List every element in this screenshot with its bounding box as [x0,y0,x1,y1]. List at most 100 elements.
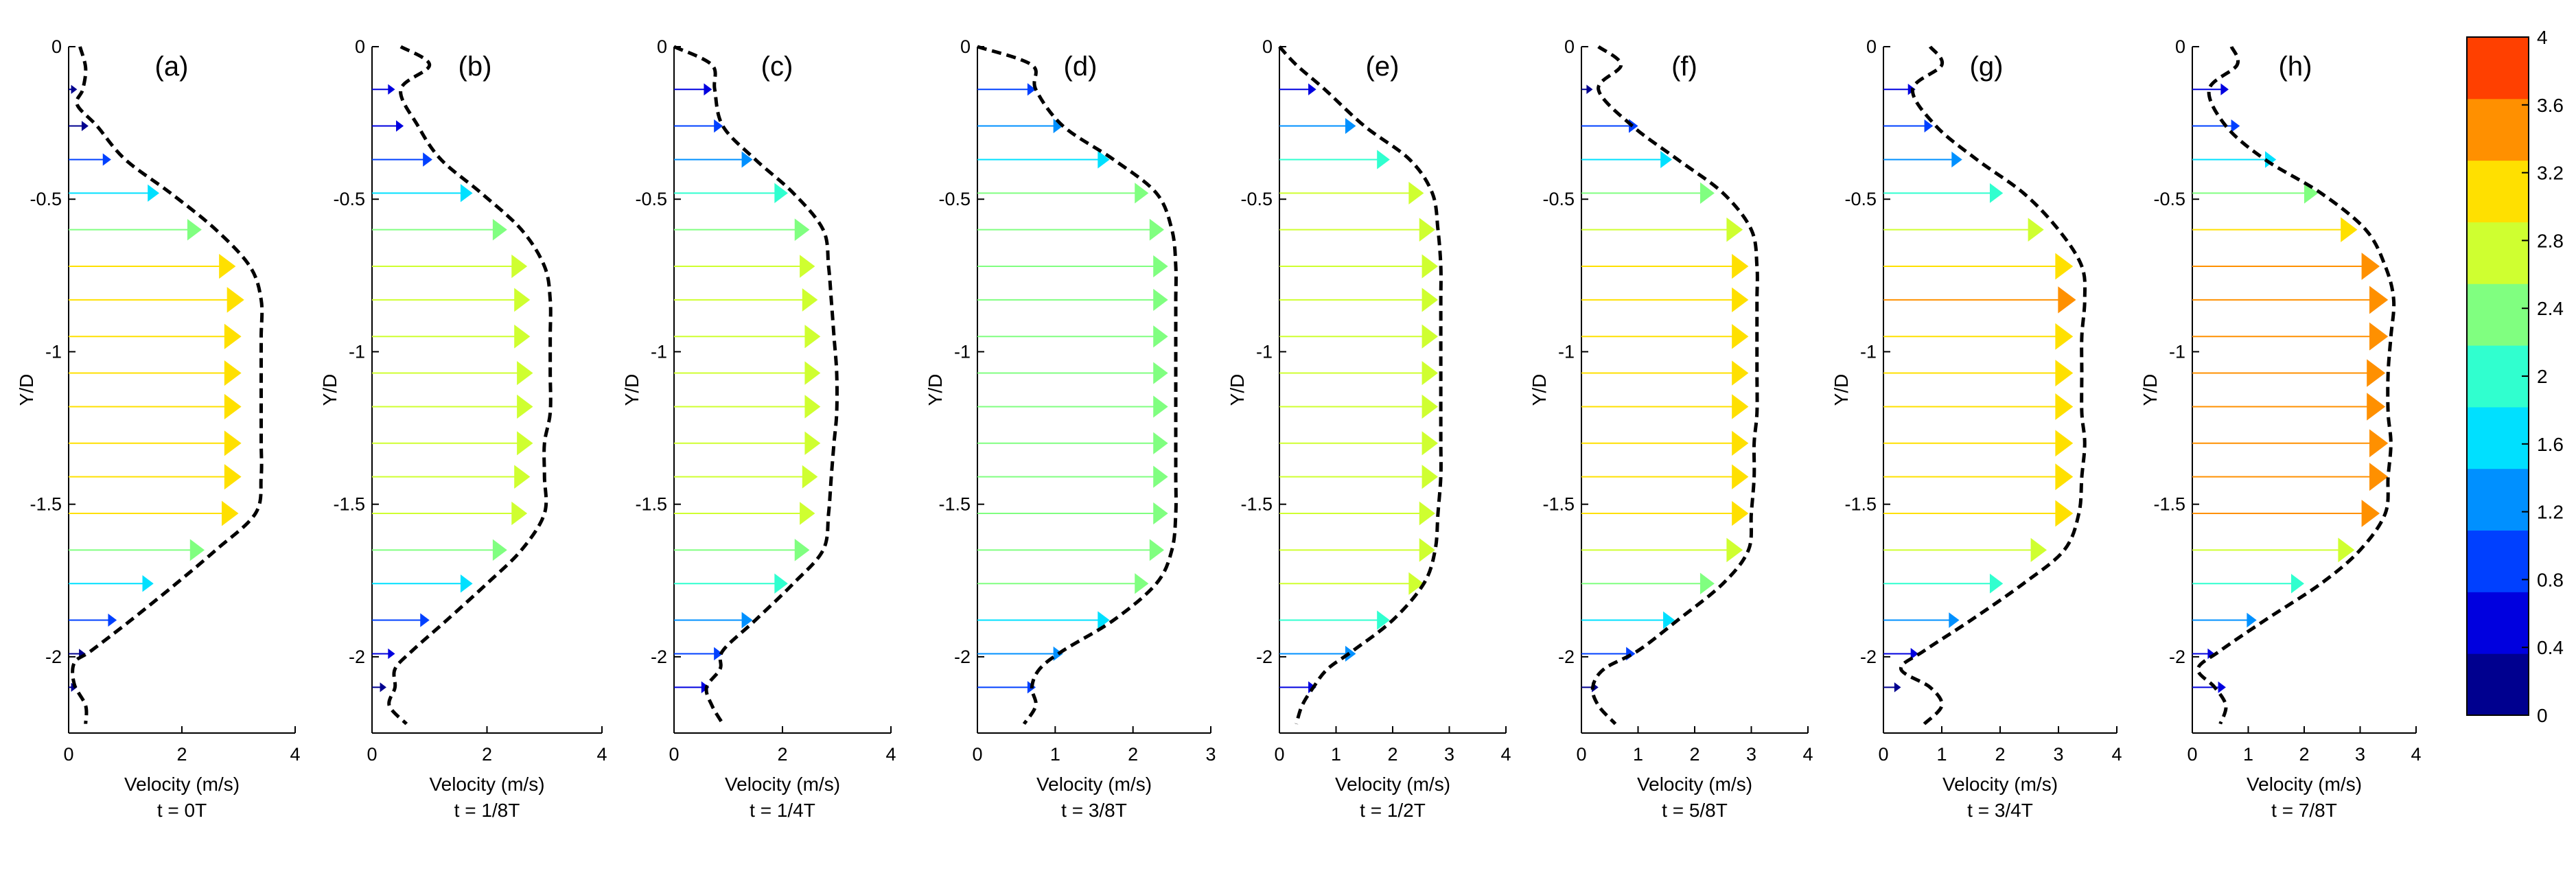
velocity-arrow-head [2304,183,2319,204]
velocity-arrow-head [1153,362,1168,384]
y-axis-label: Y/D [319,374,340,406]
velocity-arrow-head [1377,150,1390,170]
colorbar-tick-label: 1.2 [2537,502,2564,523]
velocity-arrow-head [187,218,202,241]
panels: 0 -0.5 -1 -1.5 -2 Y/D 0 2 4 Velocity (m/s) t = 0T (… [16,36,2422,821]
y-axis-label: Y/D [621,374,642,406]
velocity-arrow-head [2055,323,2074,350]
x-tick-label: 3 [2053,744,2063,765]
x-tick-label: 0 [669,744,679,765]
x-tick-label: 0 [2187,744,2197,765]
velocity-arrow-head [1699,572,1715,594]
velocity-arrow-head [492,218,507,241]
velocity-arrow-head [802,288,818,312]
velocity-arrow-head [222,500,239,526]
x-tick-label: 2 [1995,744,2005,765]
y-axis-label: Y/D [2139,374,2161,406]
x-tick-label: 2 [2299,744,2309,765]
velocity-arrow-head [227,287,244,313]
x-tick-label: 4 [1802,744,1813,765]
velocity-arrow-head [1732,287,1749,313]
velocity-arrow-head [2265,151,2277,168]
x-tick-label: 0 [1274,744,1284,765]
velocity-arrow-head [514,288,531,312]
time-label: t = 5/8T [1662,800,1728,821]
y-tick-label: -2 [349,647,365,667]
y-tick-label: 0 [2175,36,2185,57]
velocity-arrow-head [1422,465,1438,489]
y-tick-label: -1.5 [333,494,365,515]
x-tick-label: 1 [1050,744,1060,765]
velocity-arrow-head [2369,322,2389,351]
velocity-arrow-head [804,361,821,385]
y-tick-label: -0.5 [1240,189,1273,209]
y-tick-label: 0 [1866,36,1877,57]
velocity-arrow-head [108,614,117,627]
velocity-arrow-head [1732,430,1749,456]
velocity-arrow-head [774,573,788,594]
y-tick-label: -2 [2169,647,2185,667]
velocity-arrow-head [2361,500,2380,527]
colorbar-segment [2467,222,2529,284]
velocity-arrow-head [802,465,818,489]
y-axis-label: Y/D [925,374,946,406]
velocity-arrow-head [1924,119,1934,133]
y-tick-label: 0 [1564,36,1575,57]
y-tick-label: -2 [651,647,667,667]
velocity-arrow-head [1053,119,1063,134]
x-axis-label: Velocity (m/s) [1036,774,1152,795]
panel-label: (g) [1970,51,2004,82]
velocity-arrow-head [2338,537,2355,563]
y-axis-label: Y/D [1227,374,1248,406]
velocity-arrow-head [741,612,753,629]
y-tick-label: -0.5 [2153,189,2185,209]
velocity-arrow-head [1726,217,1743,242]
velocity-arrow-head [224,393,242,420]
velocity-arrow-head [2055,360,2074,386]
velocity-arrow-head [2369,463,2389,491]
y-tick-label: -1.5 [635,494,667,515]
velocity-arrow-head [1951,151,1962,168]
colorbar-segment [2467,37,2529,100]
y-tick-label: -0.5 [333,189,365,209]
velocity-arrow-head [219,253,236,279]
velocity-arrow-head [1135,183,1149,204]
y-tick-label: 0 [355,36,365,57]
velocity-arrow-head [1308,83,1316,95]
velocity-arrow-head [1345,645,1356,662]
velocity-arrow-head [1408,181,1424,205]
panel-label: (d) [1064,51,1098,82]
velocity-arrow-head [1660,150,1672,169]
time-label: t = 1/2T [1360,800,1426,821]
panel-label: (f) [1671,51,1697,82]
panel-label: (e) [1366,51,1400,82]
velocity-arrow-head [2367,393,2386,421]
colorbar-tick-label: 3.6 [2537,95,2564,116]
velocity-arrow-head [1894,682,1901,693]
time-label: t = 3/8T [1061,800,1127,821]
y-tick-label: -1 [954,341,971,362]
velocity-arrow-head [2058,286,2076,314]
panel-c: 0 -0.5 -1 -1.5 -2 Y/D 0 2 4 Velocity (m/s) t = 1/4… [621,36,896,821]
panel-label: (c) [761,51,793,82]
y-tick-label: 0 [960,36,971,57]
velocity-arrow-head [460,184,473,202]
time-label: t = 0T [157,800,207,821]
x-tick-label: 3 [1746,744,1756,765]
colorbar-segment [2467,592,2529,654]
velocity-arrow-head [224,464,242,490]
panel-f: 0 -0.5 -1 -1.5 -2 Y/D 0 1 2 3 4 Velocity (m/s) t = 5… [1529,36,1813,821]
colorbar-tick-label: 3.2 [2537,163,2564,184]
velocity-arrow-head [1153,502,1168,525]
velocity-arrow-head [1422,324,1438,349]
velocity-arrow-head [2055,463,2074,491]
colorbar-tick-label: 1.6 [2537,434,2564,455]
colorbar: 0 0.4 0.8 1.2 1.6 2 2.4 2.8 3.2 3.6 4 [2466,27,2564,726]
x-tick-label: 2 [176,744,187,765]
x-tick-label: 0 [1878,744,1888,765]
velocity-arrow-head [774,183,788,203]
colorbar-segment [2467,283,2529,346]
y-tick-label: -2 [1860,647,1877,667]
velocity-arrow-head [224,323,242,349]
velocity-arrow-head [1153,432,1168,454]
